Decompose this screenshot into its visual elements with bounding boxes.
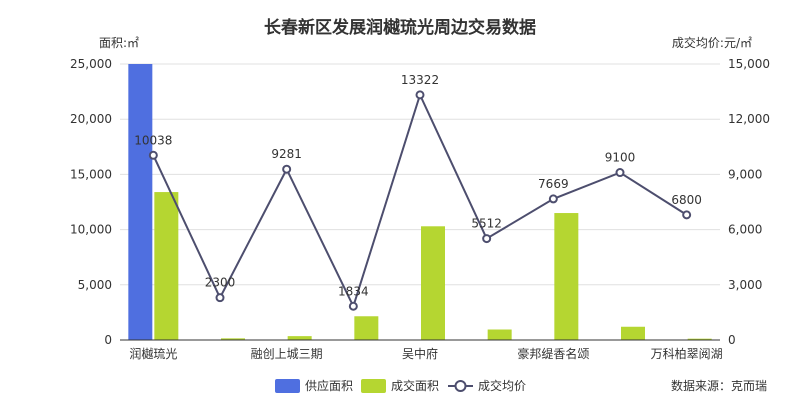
avg-price-data-label: 9281 xyxy=(271,147,302,161)
avg-price-point xyxy=(282,164,292,174)
price-line: 10038 2300 9281 1834 13322 5512 7669 9100 6800 xyxy=(134,73,702,311)
supply-area-bar xyxy=(128,64,153,340)
legend-label-supply: 供应面积 xyxy=(305,378,353,393)
left-axis-ticks: 0 5,000 10,000 15,000 20,000 25,000 xyxy=(70,57,112,347)
avg-price-data-label: 6800 xyxy=(671,193,702,207)
left-axis-label: 面积:㎡ xyxy=(99,36,139,50)
bars xyxy=(128,64,712,340)
legend-swatch-transaction-area xyxy=(361,379,386,393)
data-source: 数据来源：克而瑞 xyxy=(671,378,767,393)
avg-price-point xyxy=(415,90,425,100)
avg-price-point xyxy=(548,194,558,204)
avg-price-line xyxy=(152,92,688,309)
avg-price-point xyxy=(148,150,158,160)
avg-price-data-label: 10038 xyxy=(134,133,172,147)
right-axis-label: 成交均价:元/㎡ xyxy=(672,35,752,50)
left-tick-label: 5,000 xyxy=(78,278,112,292)
right-tick-label: 12,000 xyxy=(728,112,770,126)
legend: 供应面积 成交面积 成交均价 xyxy=(275,378,526,393)
legend-label-transaction-area: 成交面积 xyxy=(391,378,439,393)
left-tick-label: 15,000 xyxy=(70,167,112,181)
transaction-area-bar xyxy=(687,338,712,340)
transaction-area-bar xyxy=(421,226,445,340)
transaction-area-bar xyxy=(487,329,512,340)
legend-item-supply[interactable]: 供应面积 xyxy=(275,378,353,393)
avg-price-data-label: 13322 xyxy=(401,73,439,87)
transaction-area-bar xyxy=(621,326,645,340)
transaction-area-bar xyxy=(221,338,245,340)
avg-price-point xyxy=(682,210,692,220)
avg-price-data-label: 1834 xyxy=(338,284,369,298)
left-tick-label: 0 xyxy=(104,333,112,347)
avg-price-data-label: 2300 xyxy=(205,276,236,290)
transaction-area-bar xyxy=(354,316,379,340)
category-label: 润樾琉光 xyxy=(129,346,177,361)
chart-title: 长春新区发展润樾琉光周边交易数据 xyxy=(264,17,536,38)
right-tick-label: 9,000 xyxy=(728,167,762,181)
right-tick-label: 6,000 xyxy=(728,223,762,237)
right-tick-label: 0 xyxy=(728,333,736,347)
gridlines xyxy=(120,63,720,286)
right-axis-ticks: 0 3,000 6,000 9,000 12,000 15,000 xyxy=(728,57,770,347)
avg-price-point xyxy=(348,301,358,311)
transaction-area-bar xyxy=(154,192,179,340)
category-label: 豪邦缇香名颂 xyxy=(517,346,589,361)
transaction-area-bar xyxy=(554,213,579,340)
category-label: 融创上城三期 xyxy=(251,347,323,361)
category-labels: 润樾琉光 融创上城三期 吴中府 豪邦缇香名颂 万科柏翠阅湖 xyxy=(129,346,722,361)
right-tick-label: 15,000 xyxy=(728,57,770,71)
legend-item-avg-price[interactable]: 成交均价 xyxy=(448,378,526,393)
avg-price-point xyxy=(482,234,492,244)
legend-swatch-marker xyxy=(454,380,467,392)
avg-price-data-label: 9100 xyxy=(605,151,636,165)
left-tick-label: 20,000 xyxy=(70,112,112,126)
avg-price-data-label: 7669 xyxy=(538,177,569,191)
transaction-area-bar xyxy=(287,336,312,340)
category-label: 吴中府 xyxy=(402,346,438,361)
avg-price-point xyxy=(615,168,625,178)
avg-price-point xyxy=(215,293,225,303)
right-tick-label: 3,000 xyxy=(728,278,762,292)
avg-price-data-label: 5512 xyxy=(471,217,502,231)
legend-item-transaction-area[interactable]: 成交面积 xyxy=(361,378,439,393)
legend-swatch-supply xyxy=(275,379,300,393)
left-tick-label: 10,000 xyxy=(70,223,112,237)
legend-label-avg-price: 成交均价 xyxy=(478,378,526,393)
category-label: 万科柏翠阅湖 xyxy=(651,346,723,361)
left-tick-label: 25,000 xyxy=(70,57,112,71)
